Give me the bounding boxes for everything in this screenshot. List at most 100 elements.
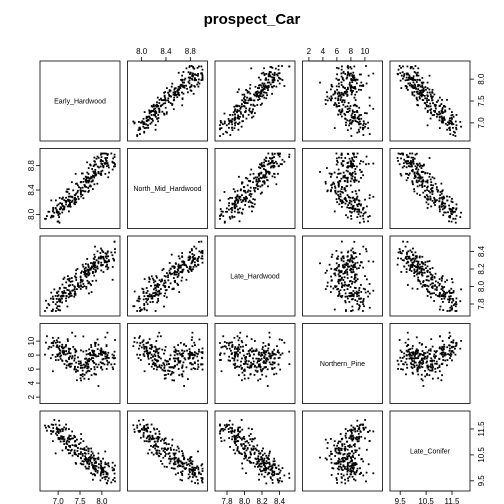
data-point xyxy=(412,351,415,354)
data-point xyxy=(339,295,342,298)
data-point xyxy=(94,174,97,177)
data-point xyxy=(157,120,159,123)
data-point xyxy=(410,66,413,68)
data-point xyxy=(261,348,264,351)
data-point xyxy=(336,176,338,179)
data-point xyxy=(167,274,169,277)
data-point xyxy=(350,310,352,312)
data-point xyxy=(242,349,244,352)
data-point xyxy=(97,257,100,260)
data-point xyxy=(449,129,451,131)
data-point xyxy=(76,447,79,449)
data-point xyxy=(147,354,150,357)
data-point xyxy=(100,158,102,161)
data-point xyxy=(91,360,94,362)
data-point xyxy=(243,93,246,96)
data-point xyxy=(338,264,340,266)
data-point xyxy=(74,366,76,368)
data-point xyxy=(194,78,196,81)
data-point xyxy=(343,289,346,291)
data-point xyxy=(341,199,344,202)
data-point xyxy=(448,127,451,130)
data-point xyxy=(256,176,259,179)
data-point xyxy=(244,110,247,112)
data-point xyxy=(441,208,444,211)
data-point xyxy=(70,449,72,452)
data-point xyxy=(57,309,60,311)
data-point xyxy=(243,354,245,357)
data-point xyxy=(426,207,429,209)
data-point xyxy=(346,181,349,184)
data-point xyxy=(356,109,358,112)
data-point xyxy=(76,379,78,382)
data-point xyxy=(254,91,257,94)
data-point xyxy=(165,449,168,451)
data-point xyxy=(88,292,90,295)
data-point xyxy=(158,452,161,455)
data-point xyxy=(358,202,361,205)
data-point xyxy=(75,272,77,275)
data-point xyxy=(96,265,99,268)
data-point xyxy=(415,180,418,183)
data-point xyxy=(160,366,162,369)
data-point xyxy=(241,371,244,374)
data-point xyxy=(145,347,148,350)
data-point xyxy=(277,68,280,71)
data-point xyxy=(413,177,416,180)
data-point xyxy=(426,351,429,354)
chart-title: prospect_Car xyxy=(203,11,301,28)
data-point xyxy=(143,307,146,310)
data-point xyxy=(356,131,359,134)
data-point xyxy=(176,465,179,468)
data-point xyxy=(94,269,97,271)
data-point xyxy=(133,431,136,433)
data-point xyxy=(112,257,115,260)
data-point xyxy=(257,460,260,463)
data-point xyxy=(330,184,333,187)
data-point xyxy=(413,355,416,358)
data-point xyxy=(192,356,195,359)
data-point xyxy=(164,292,167,295)
data-point xyxy=(156,348,159,351)
data-point xyxy=(106,354,109,356)
data-point xyxy=(249,83,252,86)
data-point xyxy=(263,350,266,353)
data-point xyxy=(80,285,83,288)
data-point xyxy=(409,67,412,70)
data-point xyxy=(222,133,225,135)
data-point xyxy=(416,266,419,269)
data-point xyxy=(87,458,90,461)
data-point xyxy=(449,133,452,135)
data-point xyxy=(364,125,367,128)
data-point xyxy=(281,65,283,67)
data-point xyxy=(352,179,355,182)
data-point xyxy=(185,467,188,470)
data-point xyxy=(413,188,416,190)
data-point xyxy=(179,87,182,90)
data-point xyxy=(96,267,99,270)
data-point xyxy=(182,352,185,355)
diagonal-label-Early_Hardwood: Early_Hardwood xyxy=(54,99,106,106)
data-point xyxy=(279,77,282,80)
data-point xyxy=(175,456,177,459)
data-point xyxy=(351,205,354,208)
data-point xyxy=(101,353,104,356)
data-point xyxy=(277,79,279,82)
data-point xyxy=(146,426,149,429)
data-point xyxy=(367,74,370,77)
data-point xyxy=(66,188,69,191)
data-point xyxy=(278,155,281,158)
data-point xyxy=(92,170,95,173)
data-point xyxy=(263,85,265,88)
data-point xyxy=(79,284,82,287)
data-point xyxy=(451,113,454,116)
data-point xyxy=(84,275,87,277)
data-point xyxy=(140,346,143,349)
data-point xyxy=(266,368,269,371)
data-point xyxy=(62,353,65,356)
data-point xyxy=(156,436,159,439)
data-point xyxy=(420,176,423,179)
data-point xyxy=(186,87,188,90)
data-point xyxy=(273,85,275,87)
data-point xyxy=(245,344,247,346)
